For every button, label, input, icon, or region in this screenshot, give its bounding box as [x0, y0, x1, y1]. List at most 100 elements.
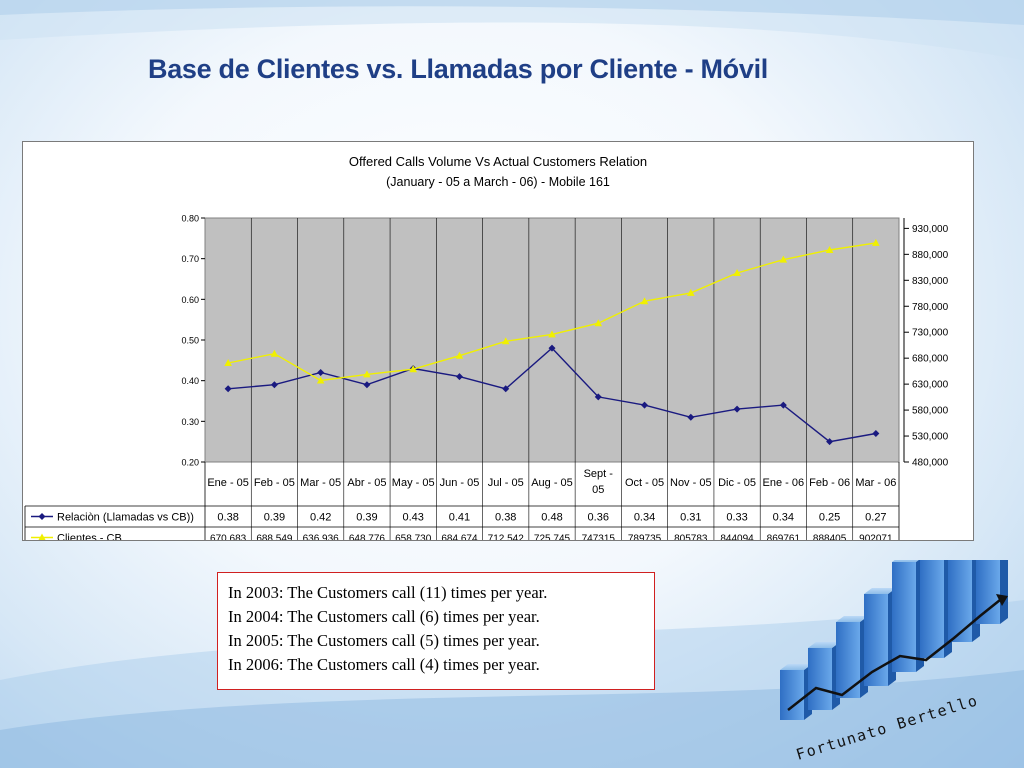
- left-axis-tick-label: 0.20: [181, 458, 199, 468]
- logo-bar: [948, 560, 972, 642]
- data-label: 636,936: [303, 534, 340, 541]
- data-label: 844094: [720, 534, 754, 541]
- data-label: 648,776: [349, 534, 386, 541]
- data-label: 0.31: [680, 512, 701, 524]
- category-label: Aug - 05: [531, 477, 573, 489]
- data-label: 0.39: [356, 512, 377, 524]
- data-point: [270, 349, 279, 357]
- left-axis-tick-label: 0.70: [181, 254, 199, 264]
- category-label: Ene - 06: [763, 477, 805, 489]
- data-point: [548, 330, 556, 338]
- right-axis-tick-label: 530,000: [912, 432, 949, 443]
- data-label: 0.34: [634, 512, 655, 524]
- category-label: Ene - 05: [207, 477, 249, 489]
- data-label: 0.39: [264, 512, 285, 524]
- data-point: [317, 369, 325, 377]
- category-label: Feb - 05: [254, 477, 295, 489]
- data-point: [409, 365, 417, 373]
- background-swoosh-top: [0, 0, 1024, 60]
- logo-bar: [920, 560, 944, 658]
- notes-box: In 2003: The Customers call (11) times p…: [217, 572, 655, 690]
- data-point: [733, 268, 741, 276]
- data-label: 789735: [628, 534, 662, 541]
- logo-bar-top: [780, 664, 812, 670]
- category-label: Sept -05: [584, 468, 614, 496]
- slide-title: Base de Clientes vs. Llamadas por Client…: [148, 54, 768, 84]
- data-point: [594, 319, 603, 327]
- right-axis-tick-label: 680,000: [912, 354, 949, 365]
- chart-title: Offered Calls Volume Vs Actual Customers…: [349, 154, 647, 169]
- data-label: 0.48: [541, 512, 562, 524]
- data-point: [501, 337, 510, 345]
- category-label: Jun - 05: [440, 477, 480, 489]
- data-label: 805783: [674, 534, 708, 541]
- logo-bar-top: [808, 642, 840, 648]
- data-point: [224, 359, 232, 367]
- data-point: [363, 370, 371, 378]
- fortunato-bertello-logo: Fortunato Bertello: [780, 560, 1008, 764]
- data-point: [455, 373, 463, 381]
- data-point: [640, 297, 649, 305]
- right-axis-tick-label: 480,000: [912, 458, 949, 469]
- data-label: 869761: [767, 534, 801, 541]
- data-point: [224, 385, 232, 393]
- data-label: 688,549: [256, 534, 293, 541]
- note-line-2004: In 2004: The Customers call (6) times pe…: [228, 607, 540, 626]
- note-line-2005: In 2005: The Customers call (5) times pe…: [228, 631, 540, 650]
- data-point: [872, 238, 880, 246]
- logo-bar: [780, 670, 804, 720]
- logo-bar-side: [1000, 560, 1008, 624]
- right-axis-tick-label: 630,000: [912, 380, 949, 391]
- data-label: 0.27: [865, 512, 886, 524]
- data-label: 747315: [582, 534, 616, 541]
- left-axis-tick-label: 0.30: [181, 417, 199, 427]
- data-label: 725,745: [534, 534, 571, 541]
- category-label: Mar - 05: [300, 477, 341, 489]
- logo-bar: [892, 562, 916, 672]
- legend-label-2: Clientes - CB: [57, 533, 122, 541]
- note-line-2006: In 2006: The Customers call (4) times pe…: [228, 655, 540, 674]
- data-point: [641, 401, 649, 409]
- data-point: [548, 344, 556, 352]
- left-axis-tick-label: 0.60: [181, 295, 199, 305]
- logo-bar-top: [836, 616, 868, 622]
- legend-marker: [38, 513, 46, 520]
- note-line-2003: In 2003: The Customers call (11) times p…: [228, 583, 548, 602]
- legend-label-1: Relaciòn (Llamadas vs CB)): [57, 512, 194, 524]
- chart-subtitle: (January - 05 a March - 06) - Mobile 161: [386, 175, 610, 189]
- data-point: [779, 255, 788, 263]
- data-label: 0.36: [588, 512, 609, 524]
- right-axis-tick-label: 930,000: [912, 224, 949, 235]
- data-label: 0.33: [726, 512, 747, 524]
- data-label: 0.38: [495, 512, 516, 524]
- category-label: Dic - 05: [718, 477, 756, 489]
- category-label: Feb - 06: [809, 477, 850, 489]
- logo-bar: [808, 648, 832, 710]
- data-label: 684,674: [441, 534, 478, 541]
- left-axis-tick-label: 0.40: [181, 376, 199, 386]
- data-label: 0.34: [773, 512, 794, 524]
- logo-bar-top: [892, 560, 919, 562]
- data-label: 712,542: [488, 534, 525, 541]
- data-point: [779, 401, 787, 409]
- data-label: 0.42: [310, 512, 331, 524]
- right-axis-tick-label: 780,000: [912, 302, 949, 313]
- data-point: [733, 405, 741, 413]
- category-label: Mar - 06: [855, 477, 896, 489]
- logo-bar: [976, 560, 1000, 624]
- chart-container: Offered Calls Volume Vs Actual Customers…: [22, 141, 974, 541]
- chart-svg: Offered Calls Volume Vs Actual Customers…: [24, 154, 949, 541]
- left-axis-tick-label: 0.80: [181, 214, 199, 224]
- data-point: [455, 351, 464, 359]
- category-label: Jul - 05: [488, 477, 524, 489]
- category-label: Oct - 05: [625, 477, 664, 489]
- data-point: [363, 381, 371, 389]
- data-point: [594, 393, 602, 401]
- data-label: 0.41: [449, 512, 470, 524]
- data-point: [825, 245, 834, 253]
- data-label: 670,683: [210, 534, 247, 541]
- data-label: 658,730: [395, 534, 432, 541]
- logo-bar: [836, 622, 860, 698]
- data-label: 888405: [813, 534, 847, 541]
- right-axis-tick-label: 830,000: [912, 276, 949, 287]
